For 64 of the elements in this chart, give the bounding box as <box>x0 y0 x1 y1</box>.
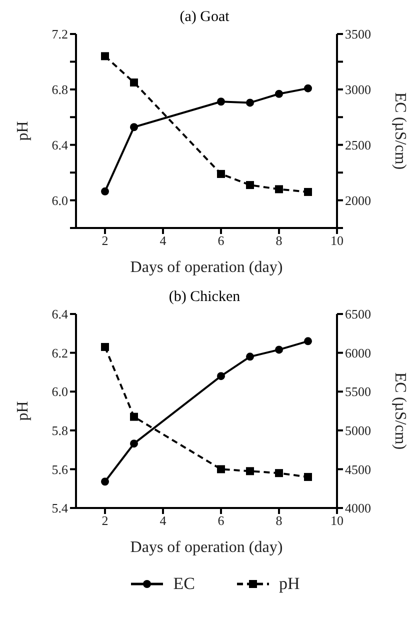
x-tick-label: 10 <box>330 513 344 528</box>
point <box>275 185 283 194</box>
point <box>130 123 138 132</box>
x-tick-label: 8 <box>276 513 282 528</box>
y2-tick-label: 3000 <box>345 82 371 98</box>
legend-label: pH <box>278 574 300 594</box>
point <box>246 352 254 361</box>
y-tick-label: 5.8 <box>52 423 68 438</box>
point <box>275 469 283 478</box>
point <box>304 337 312 346</box>
x-tick-label: 2 <box>102 513 108 528</box>
point <box>275 90 283 98</box>
point <box>130 440 138 448</box>
point <box>304 84 312 92</box>
point <box>101 52 109 60</box>
y2-tick-label: 6500 <box>345 306 371 322</box>
x-axis-title: Days of operation (day) <box>130 539 283 556</box>
x-axis-title: Days of operation (day) <box>130 259 283 276</box>
y-tick-label: 6.0 <box>52 192 68 208</box>
y2-tick-label: 5000 <box>345 423 371 438</box>
point <box>217 465 225 474</box>
y2-tick-label: 4000 <box>345 500 371 516</box>
legend-label: EC <box>173 574 195 594</box>
chart-title: (b) Chicken <box>168 288 242 306</box>
y2-tick-label: 5500 <box>345 384 371 400</box>
point <box>246 98 254 107</box>
point <box>101 342 109 351</box>
point <box>304 188 312 196</box>
x-tick-label: 2 <box>102 233 108 248</box>
point <box>130 412 138 421</box>
x-tick-label: 10 <box>330 233 344 248</box>
y-tick-label: 5.6 <box>52 462 68 477</box>
y-axis-title: pH <box>14 400 32 421</box>
y2-tick-label: 2500 <box>345 137 371 152</box>
y-axis-title: pH <box>14 120 32 141</box>
y-tick-label: 7.2 <box>52 26 68 42</box>
y2-axis-title: EC (µS/cm) <box>391 92 408 170</box>
point <box>101 478 109 486</box>
y-tick-label: 5.4 <box>52 500 68 516</box>
point <box>275 346 283 354</box>
x-tick-label: 4 <box>160 513 167 528</box>
point <box>304 472 312 481</box>
x-tick-label: 6 <box>218 233 225 248</box>
x-tick-label: 6 <box>218 513 225 528</box>
point <box>246 181 254 190</box>
point <box>217 170 225 178</box>
y2-tick-label: 2000 <box>345 192 371 208</box>
point <box>217 98 225 106</box>
y2-tick-label: 6000 <box>345 345 371 360</box>
x-tick-label: 4 <box>160 233 167 248</box>
y-tick-label: 6.2 <box>52 345 68 360</box>
y-tick-label: 6.4 <box>52 306 68 322</box>
chart-title: (a) Goat <box>178 8 230 26</box>
y2-tick-label: 4500 <box>345 462 371 477</box>
y2-axis-title: EC (µS/cm) <box>391 372 408 450</box>
point <box>217 372 225 380</box>
y2-tick-label: 3500 <box>345 26 371 42</box>
y-tick-label: 6.0 <box>52 384 68 400</box>
point <box>246 467 254 476</box>
point <box>130 78 138 86</box>
y-tick-label: 6.4 <box>52 137 68 152</box>
point <box>101 187 109 196</box>
y-tick-label: 6.8 <box>52 82 68 98</box>
x-tick-label: 8 <box>276 233 282 248</box>
